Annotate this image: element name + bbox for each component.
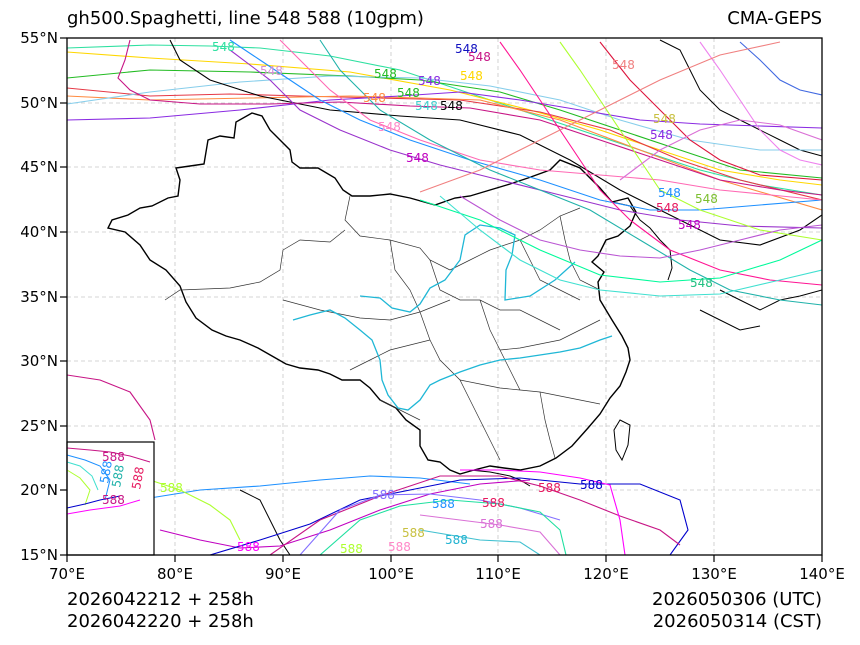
x-tick-80e: 80°E [156,565,194,583]
other-coastlines [239,39,822,555]
contours-548 [67,39,822,441]
svg-text:588: 588 [102,450,125,464]
valid-time-utc: 2026050306 (UTC) [652,589,822,610]
y-tick-45n: 45°N [20,158,58,176]
init-time-utc: 2026042212 + 258h [67,589,254,610]
svg-text:548: 548 [418,74,441,88]
y-tick-35n: 35°N [20,288,58,306]
labels-548: 548 548 548 548 548 548 548 548 548 548 … [212,40,718,290]
svg-text:548: 548 [378,120,401,134]
y-tick-50n: 50°N [20,94,58,112]
y-tick-40n: 40°N [20,223,58,241]
svg-text:588: 588 [340,542,363,556]
svg-text:548: 548 [440,99,463,113]
svg-text:548: 548 [415,99,438,113]
init-time-cst: 2026042220 + 258h [67,611,254,632]
svg-text:548: 548 [212,40,235,54]
svg-text:548: 548 [374,67,397,81]
contours-588 [149,469,689,555]
china-border [106,112,637,475]
province-borders [164,195,601,461]
labels-588: 588 588 588 588 588 588 588 588 588 588 … [160,478,603,556]
svg-text:588: 588 [402,526,425,540]
rivers [292,224,613,411]
x-tick-100e: 100°E [368,565,414,583]
svg-text:548: 548 [468,50,491,64]
svg-text:548: 548 [397,86,420,100]
svg-text:548: 548 [455,42,478,56]
y-tick-15n: 15°N [20,546,58,564]
gridlines [67,38,822,555]
svg-text:588: 588 [480,517,503,531]
svg-text:548: 548 [695,192,718,206]
svg-text:548: 548 [363,91,386,105]
svg-text:588: 588 [129,466,147,491]
y-tick-30n: 30°N [20,352,58,370]
axis-ticks [60,37,823,562]
model-name: CMA-GEPS [727,8,822,29]
y-tick-20n: 20°N [20,481,58,499]
svg-text:588: 588 [160,481,183,495]
svg-text:588: 588 [580,478,603,492]
svg-text:588: 588 [237,540,260,554]
chart-title: gh500.Spaghetti, line 548 588 (10gpm) [67,8,424,29]
x-tick-70e: 70°E [48,565,86,583]
x-tick-90e: 90°E [264,565,302,583]
svg-text:588: 588 [97,460,115,485]
svg-text:588: 588 [538,481,561,495]
svg-text:588: 588 [445,533,468,547]
svg-text:588: 588 [109,464,127,489]
svg-text:548: 548 [260,64,283,78]
init-time-block: 2026042212 + 258h 2026042220 + 258h [67,589,254,633]
x-tick-130e: 130°E [691,565,737,583]
valid-time-cst: 2026050314 (CST) [652,611,822,632]
south-china-sea-inset: 588 588 588 588 588 [66,441,155,556]
svg-text:548: 548 [656,201,679,215]
valid-time-block: 2026050306 (UTC) 2026050314 (CST) [652,589,822,633]
y-tick-25n: 25°N [20,417,58,435]
svg-text:548: 548 [678,218,701,232]
svg-text:588: 588 [388,540,411,554]
svg-text:548: 548 [460,69,483,83]
svg-text:588: 588 [102,493,125,507]
x-tick-110e: 110°E [475,565,521,583]
svg-text:548: 548 [650,128,673,142]
svg-text:588: 588 [432,497,455,511]
svg-text:548: 548 [406,151,429,165]
x-tick-120e: 120°E [583,565,629,583]
y-tick-55n: 55°N [20,29,58,47]
svg-text:548: 548 [612,58,635,72]
x-tick-140e: 140°E [799,565,845,583]
svg-text:548: 548 [690,276,713,290]
svg-text:588: 588 [482,496,505,510]
svg-text:588: 588 [372,488,395,502]
svg-text:548: 548 [653,112,676,126]
svg-text:548: 548 [658,186,681,200]
